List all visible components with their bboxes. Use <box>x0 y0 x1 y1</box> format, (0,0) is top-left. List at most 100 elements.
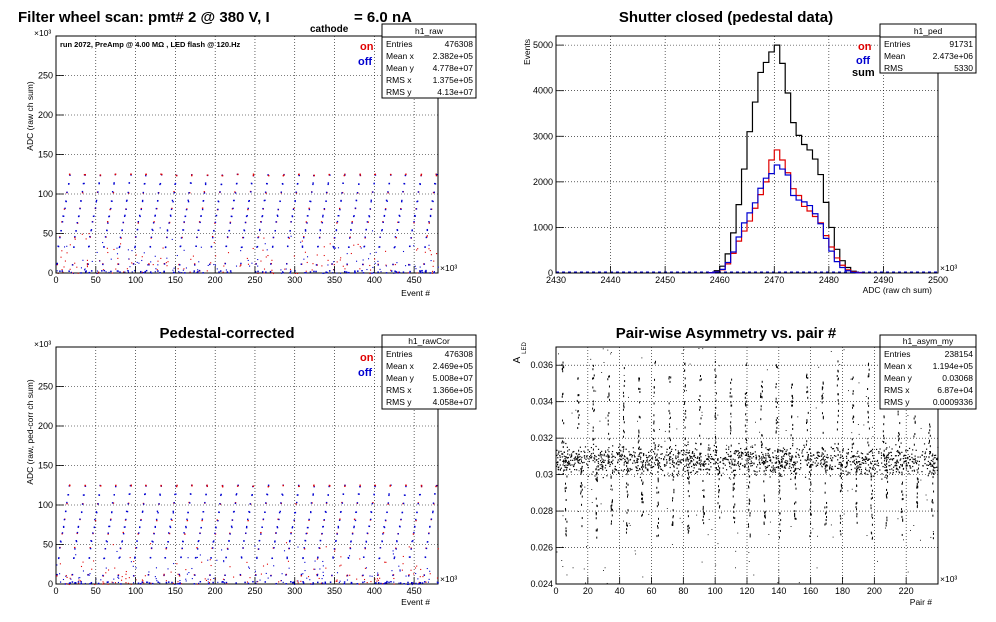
data-point <box>744 396 746 399</box>
data-point <box>138 262 140 264</box>
data-point <box>740 451 742 453</box>
data-point <box>374 583 376 585</box>
data-point <box>133 560 135 563</box>
data-point <box>917 467 919 470</box>
data-point <box>641 497 643 500</box>
data-point <box>812 490 814 492</box>
data-point <box>592 471 594 473</box>
data-point <box>409 270 411 273</box>
data-point <box>755 466 758 468</box>
data-point <box>697 457 699 459</box>
data-point <box>699 456 701 459</box>
data-point <box>645 464 647 466</box>
data-point <box>179 583 181 585</box>
data-point <box>936 459 939 461</box>
data-point <box>332 245 334 248</box>
data-point <box>104 548 107 550</box>
data-point <box>145 173 147 176</box>
data-point <box>98 271 100 273</box>
data-point <box>125 200 128 202</box>
data-point <box>271 246 274 248</box>
data-point <box>679 517 681 519</box>
data-point <box>608 411 610 414</box>
data-point <box>335 539 337 542</box>
data-point <box>831 448 834 450</box>
data-point <box>606 475 608 477</box>
data-point <box>815 457 818 459</box>
data-point <box>122 221 124 224</box>
data-point <box>801 452 803 454</box>
data-point <box>309 583 312 585</box>
data-point <box>110 207 112 210</box>
data-point <box>590 446 593 449</box>
data-point <box>436 581 438 583</box>
data-point <box>886 519 888 522</box>
data-point <box>851 488 853 490</box>
data-point <box>647 461 649 463</box>
data-point <box>746 419 748 422</box>
data-point <box>274 540 276 542</box>
data-point <box>107 222 109 224</box>
data-point <box>775 431 777 434</box>
data-point <box>870 507 872 510</box>
data-point <box>595 513 597 516</box>
data-point <box>718 489 720 492</box>
data-point <box>610 520 612 523</box>
data-point <box>870 478 872 481</box>
data-point <box>371 502 374 505</box>
data-point <box>896 468 898 470</box>
data-point <box>403 583 405 585</box>
data-point <box>831 468 833 471</box>
data-point <box>688 452 690 454</box>
data-point <box>293 255 295 257</box>
data-point <box>772 452 774 454</box>
data-point <box>610 522 612 525</box>
data-point <box>747 455 749 458</box>
data-point <box>564 507 566 510</box>
data-point <box>291 526 294 528</box>
data-point <box>877 560 878 562</box>
data-point <box>287 245 289 248</box>
data-point <box>790 478 792 480</box>
data-point <box>748 456 751 458</box>
data-point <box>575 458 577 460</box>
data-point <box>735 567 736 569</box>
data-point <box>210 245 213 248</box>
data-point <box>219 191 221 193</box>
data-point <box>219 270 222 272</box>
data-point <box>715 467 717 470</box>
data-point <box>822 417 824 420</box>
data-point <box>312 263 314 265</box>
data-point <box>623 367 625 370</box>
data-point <box>75 540 77 542</box>
data-point <box>352 215 355 218</box>
data-point <box>185 580 187 582</box>
data-point <box>809 448 811 450</box>
data-point <box>762 455 765 457</box>
data-point <box>764 516 766 519</box>
data-point <box>770 459 772 461</box>
data-point <box>129 266 131 268</box>
data-point <box>713 459 715 461</box>
data-point <box>566 467 568 469</box>
data-point <box>336 220 339 223</box>
data-point <box>810 522 812 525</box>
data-point <box>695 461 698 463</box>
data-point <box>196 547 198 549</box>
data-point <box>415 208 418 210</box>
data-point <box>579 455 581 458</box>
data-point <box>642 454 645 457</box>
data-point <box>900 464 902 466</box>
data-point <box>794 464 796 466</box>
data-point <box>708 460 710 462</box>
data-point <box>314 568 316 570</box>
data-point <box>760 440 762 443</box>
data-point <box>206 485 208 488</box>
data-point <box>96 511 98 514</box>
data-point <box>763 494 765 497</box>
data-point <box>339 259 341 261</box>
data-point <box>611 504 613 507</box>
data-point <box>667 454 670 456</box>
data-point <box>275 221 277 223</box>
data-point <box>902 468 905 470</box>
